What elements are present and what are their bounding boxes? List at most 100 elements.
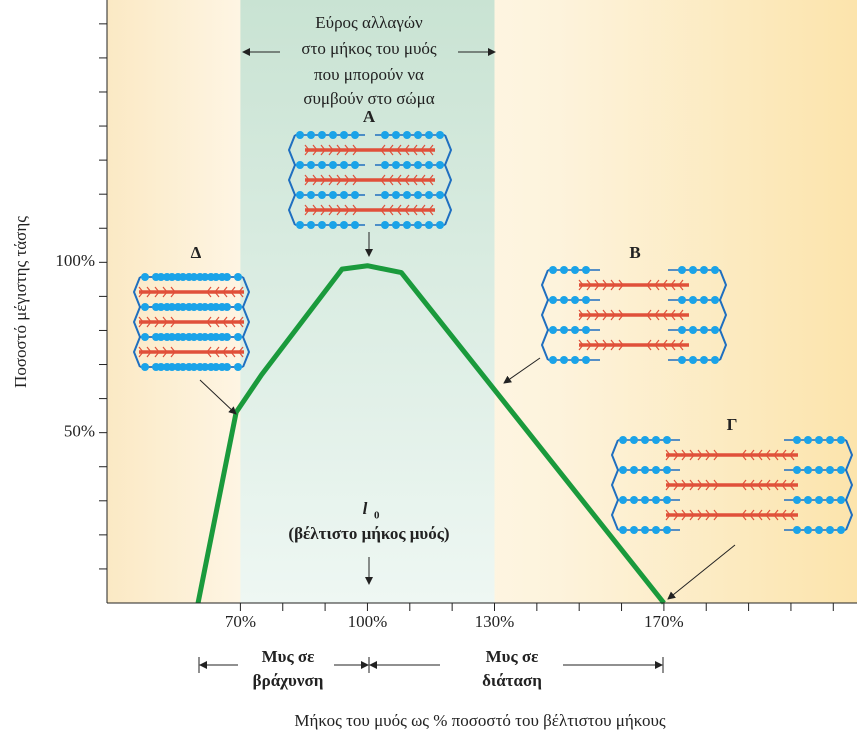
- actin-dot: [804, 466, 812, 474]
- actin-dot: [804, 526, 812, 534]
- actin-dot: [168, 303, 176, 311]
- actin-dot: [425, 161, 433, 169]
- actin-dot: [815, 436, 823, 444]
- actin-dot: [351, 191, 359, 199]
- actin-dot: [630, 496, 638, 504]
- actin-dot: [793, 526, 801, 534]
- actin-dot: [318, 221, 326, 229]
- actin-dot: [414, 191, 422, 199]
- actin-dot: [436, 131, 444, 139]
- actin-dot: [207, 273, 215, 281]
- actin-dot: [207, 303, 215, 311]
- actin-dot: [392, 191, 400, 199]
- actin-dot: [403, 131, 411, 139]
- actin-dot: [425, 221, 433, 229]
- actin-dot: [815, 466, 823, 474]
- actin-dot: [641, 436, 649, 444]
- actin-dot: [652, 436, 660, 444]
- actin-dot: [329, 161, 337, 169]
- stretching-text: Μυς σε: [486, 647, 539, 666]
- actin-dot: [318, 191, 326, 199]
- actin-dot: [403, 191, 411, 199]
- actin-dot: [234, 333, 242, 341]
- actin-dot: [403, 221, 411, 229]
- actin-dot: [663, 496, 671, 504]
- actin-dot: [218, 273, 226, 281]
- actin-dot: [793, 436, 801, 444]
- x-tick-label: 70%: [225, 612, 256, 631]
- x-tick-label: 100%: [348, 612, 388, 631]
- actin-dot: [196, 333, 204, 341]
- actin-dot: [630, 526, 638, 534]
- optimum-text: (βέλτιστο μήκος μυός): [288, 524, 449, 543]
- actin-dot: [549, 356, 557, 364]
- actin-dot: [619, 526, 627, 534]
- x-tick-label: 170%: [644, 612, 684, 631]
- actin-dot: [700, 296, 708, 304]
- actin-dot: [549, 296, 557, 304]
- shortening-text: Μυς σε: [262, 647, 315, 666]
- actin-dot: [652, 496, 660, 504]
- actin-dot: [689, 356, 697, 364]
- actin-dot: [678, 356, 686, 364]
- actin-dot: [560, 296, 568, 304]
- actin-dot: [168, 333, 176, 341]
- y-tick-label: 50%: [64, 422, 95, 441]
- actin-dot: [340, 191, 348, 199]
- label-b: Β: [629, 243, 640, 262]
- actin-dot: [141, 333, 149, 341]
- actin-dot: [414, 161, 422, 169]
- actin-dot: [571, 296, 579, 304]
- range-text: συμβούν στο σώμα: [303, 89, 434, 108]
- actin-dot: [663, 526, 671, 534]
- actin-dot: [381, 191, 389, 199]
- actin-dot: [381, 131, 389, 139]
- label-a: Α: [363, 107, 376, 126]
- actin-dot: [678, 326, 686, 334]
- actin-dot: [340, 161, 348, 169]
- actin-dot: [196, 273, 204, 281]
- actin-dot: [826, 466, 834, 474]
- optimum-subscript: 0: [374, 510, 380, 522]
- actin-dot: [571, 326, 579, 334]
- actin-dot: [141, 273, 149, 281]
- actin-dot: [826, 496, 834, 504]
- actin-dot: [296, 191, 304, 199]
- range-text: στο μήκος του μυός: [301, 39, 436, 58]
- actin-dot: [804, 436, 812, 444]
- actin-dot: [711, 356, 719, 364]
- actin-dot: [549, 266, 557, 274]
- actin-dot: [560, 266, 568, 274]
- actin-dot: [381, 161, 389, 169]
- actin-dot: [582, 326, 590, 334]
- actin-dot: [179, 273, 187, 281]
- actin-dot: [234, 273, 242, 281]
- optimum-symbol: l: [363, 499, 368, 518]
- actin-dot: [307, 221, 315, 229]
- actin-dot: [689, 326, 697, 334]
- actin-dot: [307, 161, 315, 169]
- actin-dot: [318, 131, 326, 139]
- actin-dot: [196, 303, 204, 311]
- actin-dot: [218, 363, 226, 371]
- actin-dot: [663, 466, 671, 474]
- actin-dot: [157, 303, 165, 311]
- actin-dot: [414, 221, 422, 229]
- label-g: Γ: [727, 415, 738, 434]
- actin-dot: [652, 466, 660, 474]
- actin-dot: [711, 266, 719, 274]
- actin-dot: [793, 496, 801, 504]
- actin-dot: [582, 266, 590, 274]
- actin-dot: [663, 436, 671, 444]
- stretching-text: διάταση: [482, 671, 542, 690]
- actin-dot: [157, 333, 165, 341]
- actin-dot: [207, 333, 215, 341]
- x-tick-label: 130%: [475, 612, 515, 631]
- actin-dot: [307, 191, 315, 199]
- actin-dot: [218, 333, 226, 341]
- actin-dot: [381, 221, 389, 229]
- actin-dot: [837, 526, 845, 534]
- actin-dot: [392, 161, 400, 169]
- actin-dot: [141, 303, 149, 311]
- actin-dot: [837, 466, 845, 474]
